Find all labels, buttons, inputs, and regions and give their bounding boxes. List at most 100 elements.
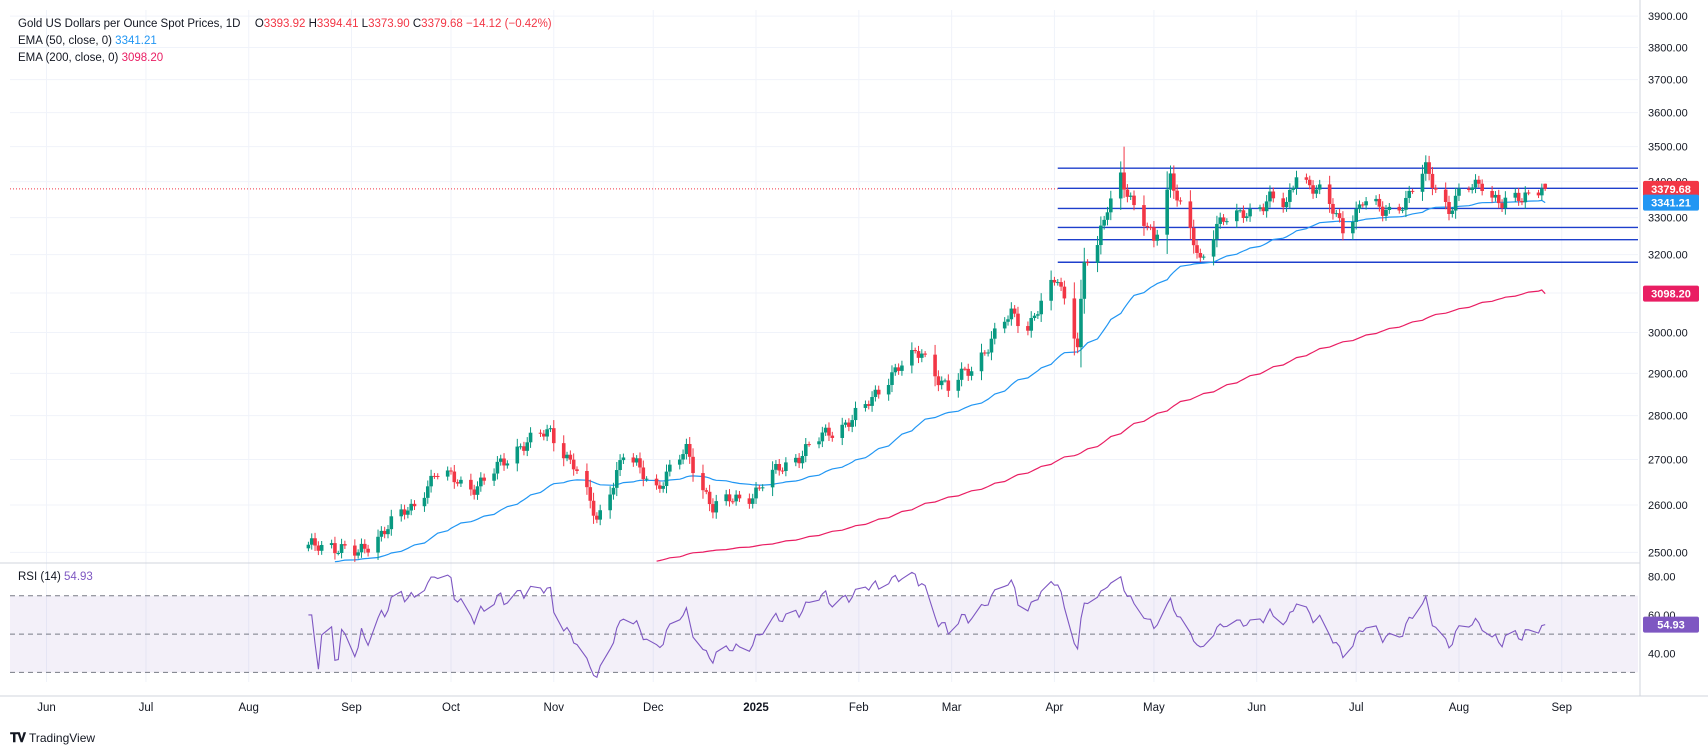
candle-body: [309, 538, 314, 545]
time-tick-label: Aug: [1449, 702, 1469, 714]
close-label: C: [412, 18, 422, 30]
candle-body: [479, 477, 483, 487]
symbol-legend[interactable]: Gold US Dollars per Ounce Spot Prices, 1…: [18, 17, 552, 31]
candle-body: [1291, 188, 1295, 190]
candle-body: [1075, 338, 1080, 348]
candle-body: [492, 473, 496, 481]
candle-body: [1029, 318, 1034, 331]
candle-body: [575, 469, 579, 471]
candle-body: [452, 471, 457, 483]
candle-body: [654, 478, 659, 486]
candle-body: [1543, 183, 1547, 189]
candle-body: [631, 457, 636, 463]
candle-body: [969, 371, 974, 376]
candle-body: [362, 543, 367, 549]
candle-body: [1002, 321, 1007, 329]
candle-body: [707, 491, 712, 505]
candle-body: [1496, 194, 1501, 204]
candle-body: [1540, 188, 1544, 196]
price-tick-label: 2700.00: [1648, 455, 1688, 467]
open-value: 3393.92: [263, 18, 306, 30]
candle-body: [1261, 207, 1266, 212]
candle-body: [1523, 192, 1528, 203]
candle-body: [959, 368, 964, 380]
candle-body: [459, 479, 463, 484]
candle-body: [329, 543, 334, 545]
candle-body: [1307, 179, 1312, 186]
candle-body: [1132, 195, 1136, 206]
ema50-legend[interactable]: EMA (50, close, 0) 3341.21: [18, 34, 157, 48]
candle-body: [1105, 212, 1110, 220]
candle-body: [571, 459, 576, 470]
candle-body: [850, 420, 854, 427]
price-tick-label: 3600.00: [1648, 108, 1688, 120]
candle-body: [1467, 188, 1471, 191]
candle-body: [1327, 184, 1332, 204]
time-tick-label: Dec: [643, 702, 664, 714]
candle-body: [989, 338, 994, 353]
candle-body: [1516, 192, 1521, 201]
candle-body: [525, 442, 530, 451]
candle-body: [598, 510, 602, 520]
candle-body: [979, 352, 984, 372]
candle-body: [1016, 313, 1020, 327]
candle-body: [1152, 227, 1156, 241]
ema200-value: 3098.20: [121, 52, 164, 64]
candle-body: [1397, 206, 1402, 211]
candle-body: [1052, 279, 1057, 283]
time-tick-label: Nov: [544, 702, 565, 714]
tradingview-logo[interactable]: 𝐓𝐕 TradingView: [10, 730, 95, 746]
candle-body: [1526, 192, 1531, 194]
ema200-legend[interactable]: EMA (200, close, 0) 3098.20: [18, 51, 163, 65]
candle-body: [983, 352, 987, 354]
candle-body: [734, 494, 738, 502]
low-value: 3373.90: [368, 18, 410, 30]
candle-body: [638, 458, 642, 468]
price-axis[interactable]: 3900.003800.003700.003600.003500.003400.…: [1648, 11, 1688, 559]
candle-body: [737, 494, 742, 499]
candle-body: [890, 372, 894, 385]
candle-body: [1148, 226, 1153, 228]
candle-body: [1032, 315, 1037, 319]
price-tick-label: 3000.00: [1648, 327, 1688, 339]
rsi-legend[interactable]: RSI (14) 54.93: [18, 570, 93, 584]
candle-body: [1430, 173, 1435, 189]
candle-body: [896, 367, 901, 371]
candle-body: [943, 380, 947, 382]
candle-body: [916, 351, 921, 358]
price-tick-label: 3800.00: [1648, 42, 1688, 54]
time-tick-label: 2025: [743, 702, 769, 714]
grid-lines: [10, 10, 1638, 682]
rsi-line: [308, 571, 1546, 679]
candle-body: [1085, 262, 1090, 264]
candle-body: [986, 352, 990, 354]
candle-body: [1271, 191, 1276, 199]
candle-body: [1198, 252, 1203, 258]
candle-body: [1211, 238, 1216, 257]
candle-body: [1026, 326, 1030, 331]
candle-body: [807, 444, 811, 446]
candle-body: [724, 494, 728, 502]
candles[interactable]: [306, 146, 1547, 562]
candle-body: [701, 473, 705, 491]
candle-body: [339, 544, 344, 553]
candle-body: [794, 457, 798, 463]
candle-body: [1311, 185, 1315, 194]
candle-body: [435, 475, 440, 477]
candle-body: [1241, 210, 1246, 218]
candle-body: [429, 475, 433, 487]
candle-body: [939, 380, 944, 386]
candle-body: [618, 460, 622, 471]
candle-body: [1142, 205, 1146, 226]
rsi-label: RSI (14): [18, 571, 61, 583]
candle-body: [1006, 319, 1010, 322]
time-axis[interactable]: Jun Jul Aug Sep Oct Nov Dec 2025 Feb Mar Apr May Jun…: [37, 702, 1572, 714]
price-badge-bg: [1643, 194, 1699, 211]
brand-name: TradingView: [29, 731, 96, 745]
candle-body: [866, 404, 871, 406]
price-badge: 3341.21: [1643, 194, 1699, 211]
candle-body: [1235, 210, 1239, 222]
candle-body: [757, 487, 762, 489]
